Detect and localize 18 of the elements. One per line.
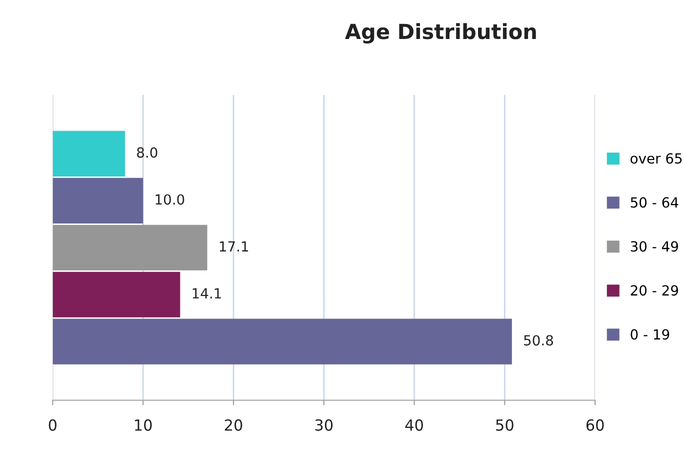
x-tick-label: 10 <box>135 419 152 431</box>
legend-label: 30 - 49 <box>630 241 678 252</box>
data-label: 17.1 <box>220 241 248 252</box>
x-tick-label: 0 <box>48 419 57 431</box>
data-label: 10.0 <box>156 194 184 205</box>
data-label: 8.0 <box>137 147 158 158</box>
chart-title: Age Distribution <box>344 23 536 44</box>
data-label: 50.8 <box>524 335 553 346</box>
x-tick-label: 30 <box>315 419 333 431</box>
legend-label: 0 - 19 <box>630 329 670 340</box>
legend-label: over 65 <box>630 153 682 164</box>
x-tick-label: 60 <box>586 419 604 431</box>
x-tick-label: 50 <box>496 419 514 431</box>
x-tick-label: 20 <box>224 419 242 431</box>
x-tick-label: 40 <box>405 419 423 431</box>
data-label: 14.1 <box>192 288 221 298</box>
legend-label: 20 - 29 <box>630 285 678 296</box>
legend-label: 50 - 64 <box>630 197 678 208</box>
